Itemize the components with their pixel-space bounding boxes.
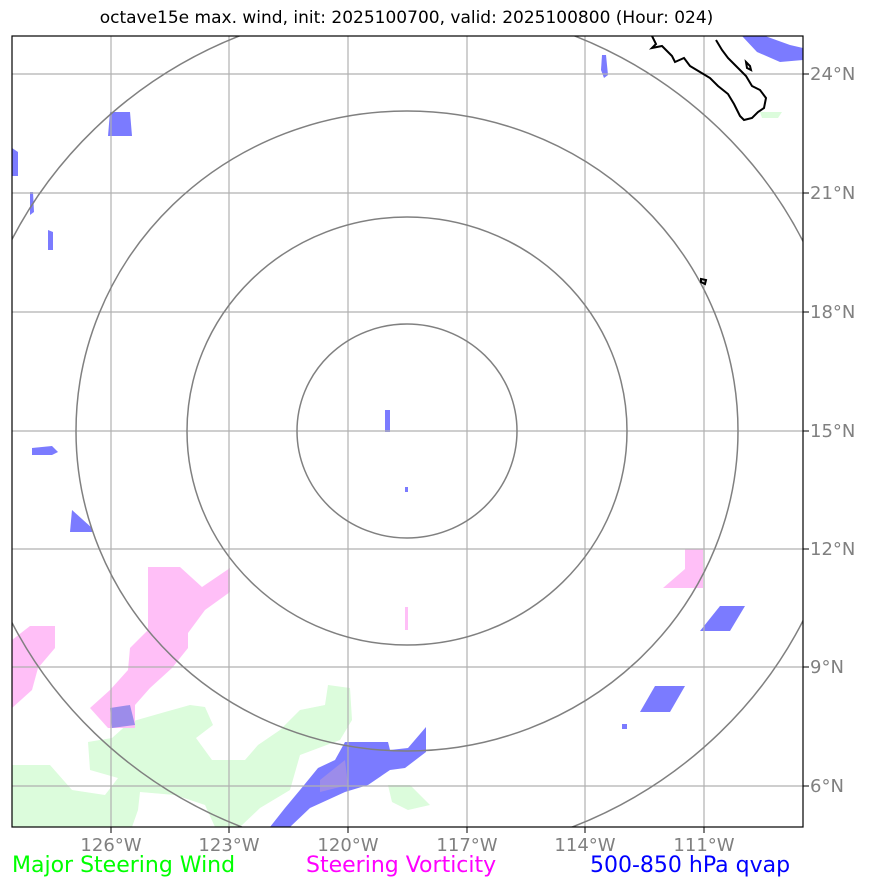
legend-qvap: 500-850 hPa qvap: [590, 853, 791, 878]
latitude-axis: 24°N 21°N 18°N 15°N 12°N 9°N 6°N: [803, 64, 855, 797]
range-ring-3: [75, 110, 739, 752]
lat-label: 24°N: [810, 64, 855, 85]
longitude-axis: 126°W 123°W 120°W 117°W 114°W 111°W: [80, 827, 735, 856]
range-ring-2: [186, 216, 628, 646]
lat-label: 9°N: [810, 657, 844, 678]
lon-label: 123°W: [198, 835, 259, 856]
range-rings: [12, 36, 803, 827]
major-steering-wind-fill: [12, 112, 782, 827]
range-ring-1: [296, 323, 518, 539]
lat-label: 21°N: [810, 183, 855, 204]
lat-label: 6°N: [810, 776, 844, 797]
lon-label: 120°W: [317, 835, 378, 856]
steering-vorticity-fill: [12, 549, 703, 728]
lon-label: 117°W: [436, 835, 497, 856]
gridlines: [12, 36, 803, 827]
lon-label: 111°W: [673, 835, 734, 856]
lon-label: 114°W: [554, 835, 615, 856]
lat-label: 18°N: [810, 302, 855, 323]
map-title: octave15e max. wind, init: 2025100700, v…: [99, 8, 714, 28]
lon-label: 126°W: [80, 835, 141, 856]
legend-steering-vorticity: Steering Vorticity: [306, 853, 497, 878]
coastline: [648, 36, 768, 286]
overlap-fill: [110, 705, 348, 792]
legend-major-steering-wind: Major Steering Wind: [12, 853, 236, 878]
lat-label: 12°N: [810, 539, 855, 560]
lat-label: 15°N: [810, 421, 855, 442]
